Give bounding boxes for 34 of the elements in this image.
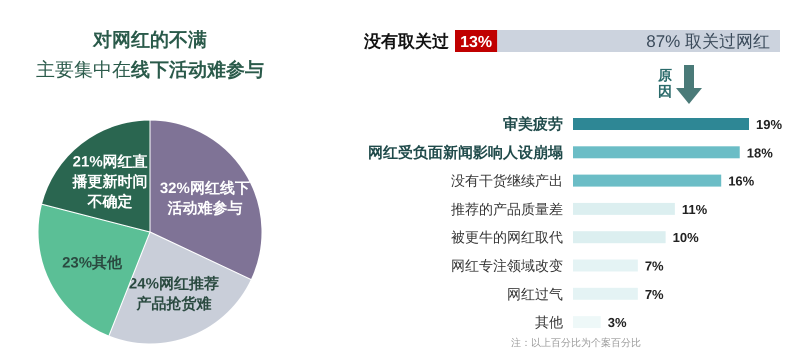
y-tick-label: 审美疲劳 [503, 115, 563, 133]
slice-label: 23%其他 [62, 254, 124, 272]
text: 87% 取关过网红 [646, 32, 770, 51]
series-label: 没有取关过 [363, 32, 450, 51]
bar [573, 174, 722, 187]
y-tick-label: 被更牛的网红取代 [451, 229, 563, 246]
data-label: 3% [608, 315, 628, 330]
slice-label: 32%网红线下活动难参与 [160, 180, 250, 218]
slice-label: 24%网红推荐产品抢货难 [128, 275, 219, 312]
y-tick-label: 其他 [535, 314, 563, 330]
chart-title: 对网红的不满 [92, 29, 207, 51]
data-label: 19% [756, 117, 782, 132]
y-tick-label: 没有干货继续产出 [451, 172, 563, 189]
bar [573, 231, 666, 244]
y-tick-label: 推荐的产品质量差 [451, 200, 563, 217]
data-label: 7% [644, 258, 664, 274]
data-label: 13% [460, 34, 492, 51]
bar [573, 146, 740, 158]
text: 原因 [657, 67, 672, 99]
data-label: 7% [644, 286, 664, 302]
data-label: 18% [746, 145, 774, 160]
chart-subtitle: 主要集中在线下活动难参与 [36, 59, 264, 81]
y-tick-label: 网红专注领域改变 [451, 258, 563, 274]
slice-label: 21%网红直播更新时间不确定 [72, 154, 148, 211]
bar [573, 260, 638, 272]
bar [573, 288, 638, 300]
text: 注：以上百分比为个案百分比 [511, 337, 641, 349]
data-label: 10% [672, 230, 700, 246]
y-tick-label: 网红过气 [507, 286, 563, 302]
data-label: 16% [728, 174, 755, 189]
data-label: 11% [682, 202, 708, 217]
y-tick-label: 网红受负面新闻影响人设崩塌 [368, 143, 563, 162]
bar [573, 202, 675, 215]
bar [573, 118, 749, 130]
